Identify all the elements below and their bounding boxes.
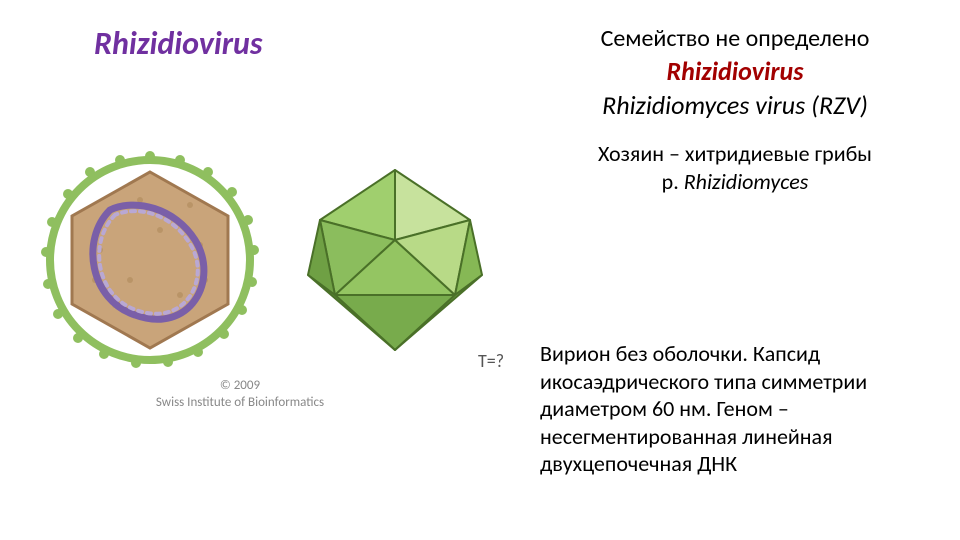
host-line1: Хозяин – хитридиевые грибы — [540, 140, 930, 168]
virion-diagram — [40, 150, 260, 370]
family-line: Семейство не определено — [540, 24, 930, 53]
t-number-label: T=? — [478, 350, 504, 372]
icosahedron-diagram — [300, 165, 490, 355]
taxonomy-block: Семейство не определено Rhizidiovirus Rh… — [540, 24, 930, 121]
figure-area: T=? © 2009 Swiss Institute of Bioinforma… — [40, 150, 520, 410]
host-line2-prefix: р. — [662, 168, 684, 195]
host-line2: р. Rhizidiomyces — [540, 168, 930, 196]
credit-block: © 2009 Swiss Institute of Bioinformatics — [140, 378, 340, 412]
host-line2-italic: Rhizidiomyces — [684, 168, 809, 195]
genus-line: Rhizidiovirus — [540, 55, 930, 87]
species-line: Rhizidiomyces virus (RZV) — [540, 89, 930, 121]
description-paragraph: Вирион без оболочки. Капсид икосаэдричес… — [540, 340, 940, 478]
credit-year: © 2009 — [140, 378, 340, 395]
host-block: Хозяин – хитридиевые грибы р. Rhizidiomy… — [540, 140, 930, 195]
credit-source: Swiss Institute of Bioinformatics — [140, 395, 340, 412]
page-title: Rhizidiovirus — [94, 24, 262, 63]
